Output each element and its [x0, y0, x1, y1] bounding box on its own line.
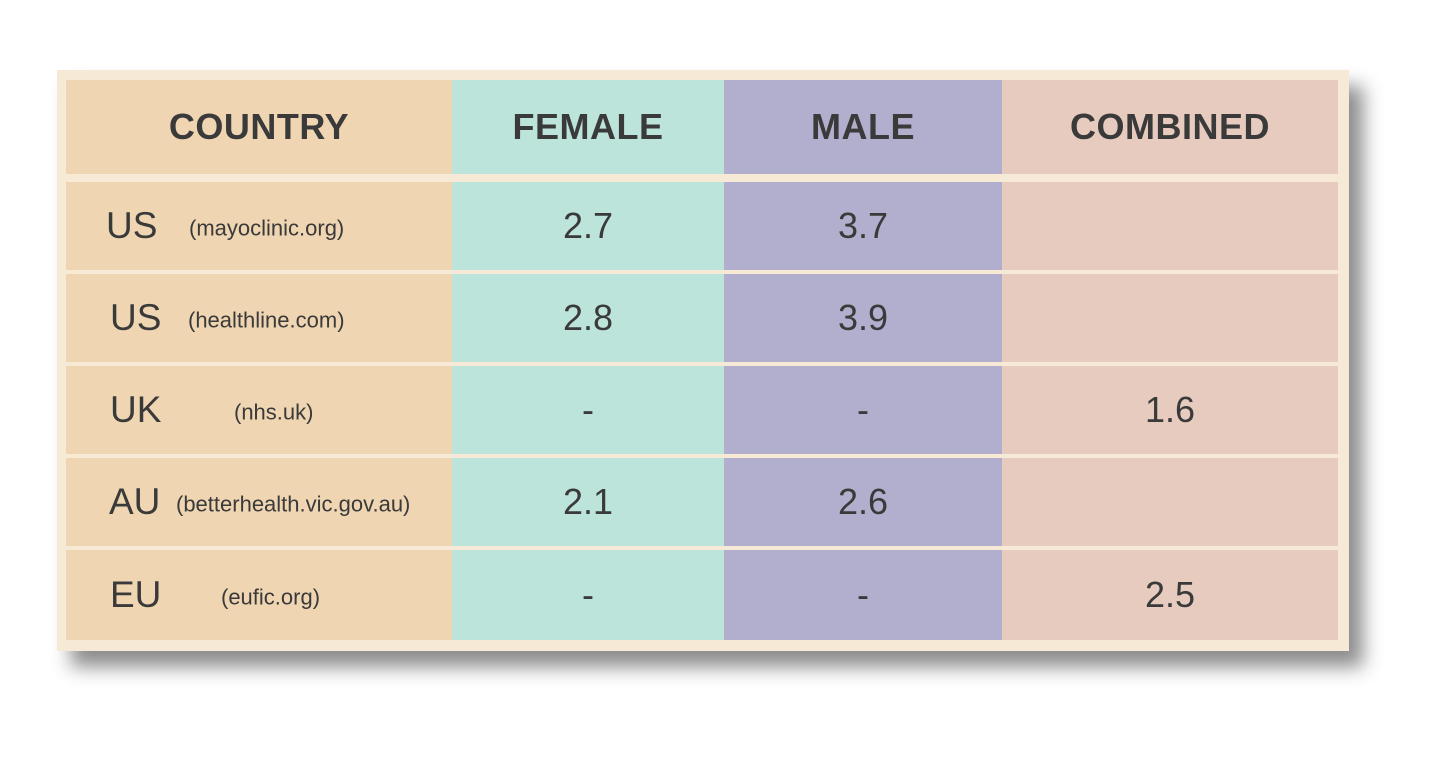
male-value: 3.9	[724, 274, 1002, 366]
table-row: US (healthline.com) 2.8 3.9	[66, 274, 1338, 366]
combined-value	[1002, 182, 1338, 274]
female-value: -	[452, 366, 724, 458]
table-row: AU (betterhealth.vic.gov.au) 2.1 2.6	[66, 458, 1338, 550]
source-label: (healthline.com)	[188, 307, 345, 333]
country-code: UK	[110, 389, 162, 430]
combined-value: 1.6	[1002, 366, 1338, 458]
female-value: 2.8	[452, 274, 724, 366]
male-value: -	[724, 550, 1002, 640]
header-male: MALE	[724, 80, 1002, 182]
data-table: COUNTRY FEMALE MALE COMBINED US (mayocli…	[66, 80, 1338, 640]
female-value: 2.1	[452, 458, 724, 550]
combined-value	[1002, 274, 1338, 366]
female-value: 2.7	[452, 182, 724, 274]
source-label: (eufic.org)	[221, 584, 321, 610]
combined-value: 2.5	[1002, 550, 1338, 640]
country-cell: US (healthline.com)	[66, 274, 452, 366]
table-row: EU (eufic.org) - - 2.5	[66, 550, 1338, 640]
country-code: US	[106, 205, 158, 246]
table-row: US (mayoclinic.org) 2.7 3.7	[66, 182, 1338, 274]
source-label: (nhs.uk)	[234, 399, 314, 425]
country-cell: AU (betterhealth.vic.gov.au)	[66, 458, 452, 550]
header-combined: COMBINED	[1002, 80, 1338, 182]
header-row: COUNTRY FEMALE MALE COMBINED	[66, 80, 1338, 182]
male-value: 3.7	[724, 182, 1002, 274]
country-code: EU	[110, 574, 162, 615]
header-country: COUNTRY	[66, 80, 452, 182]
country-code: US	[110, 297, 162, 338]
country-cell: US (mayoclinic.org)	[66, 182, 452, 274]
table-row: UK (nhs.uk) - - 1.6	[66, 366, 1338, 458]
source-label: (betterhealth.vic.gov.au)	[176, 491, 411, 517]
female-value: -	[452, 550, 724, 640]
combined-value	[1002, 458, 1338, 550]
male-value: -	[724, 366, 1002, 458]
table-card: COUNTRY FEMALE MALE COMBINED US (mayocli…	[57, 70, 1349, 651]
country-code: AU	[109, 481, 161, 522]
header-female: FEMALE	[452, 80, 724, 182]
country-cell: EU (eufic.org)	[66, 550, 452, 640]
country-cell: UK (nhs.uk)	[66, 366, 452, 458]
male-value: 2.6	[724, 458, 1002, 550]
source-label: (mayoclinic.org)	[189, 215, 345, 241]
